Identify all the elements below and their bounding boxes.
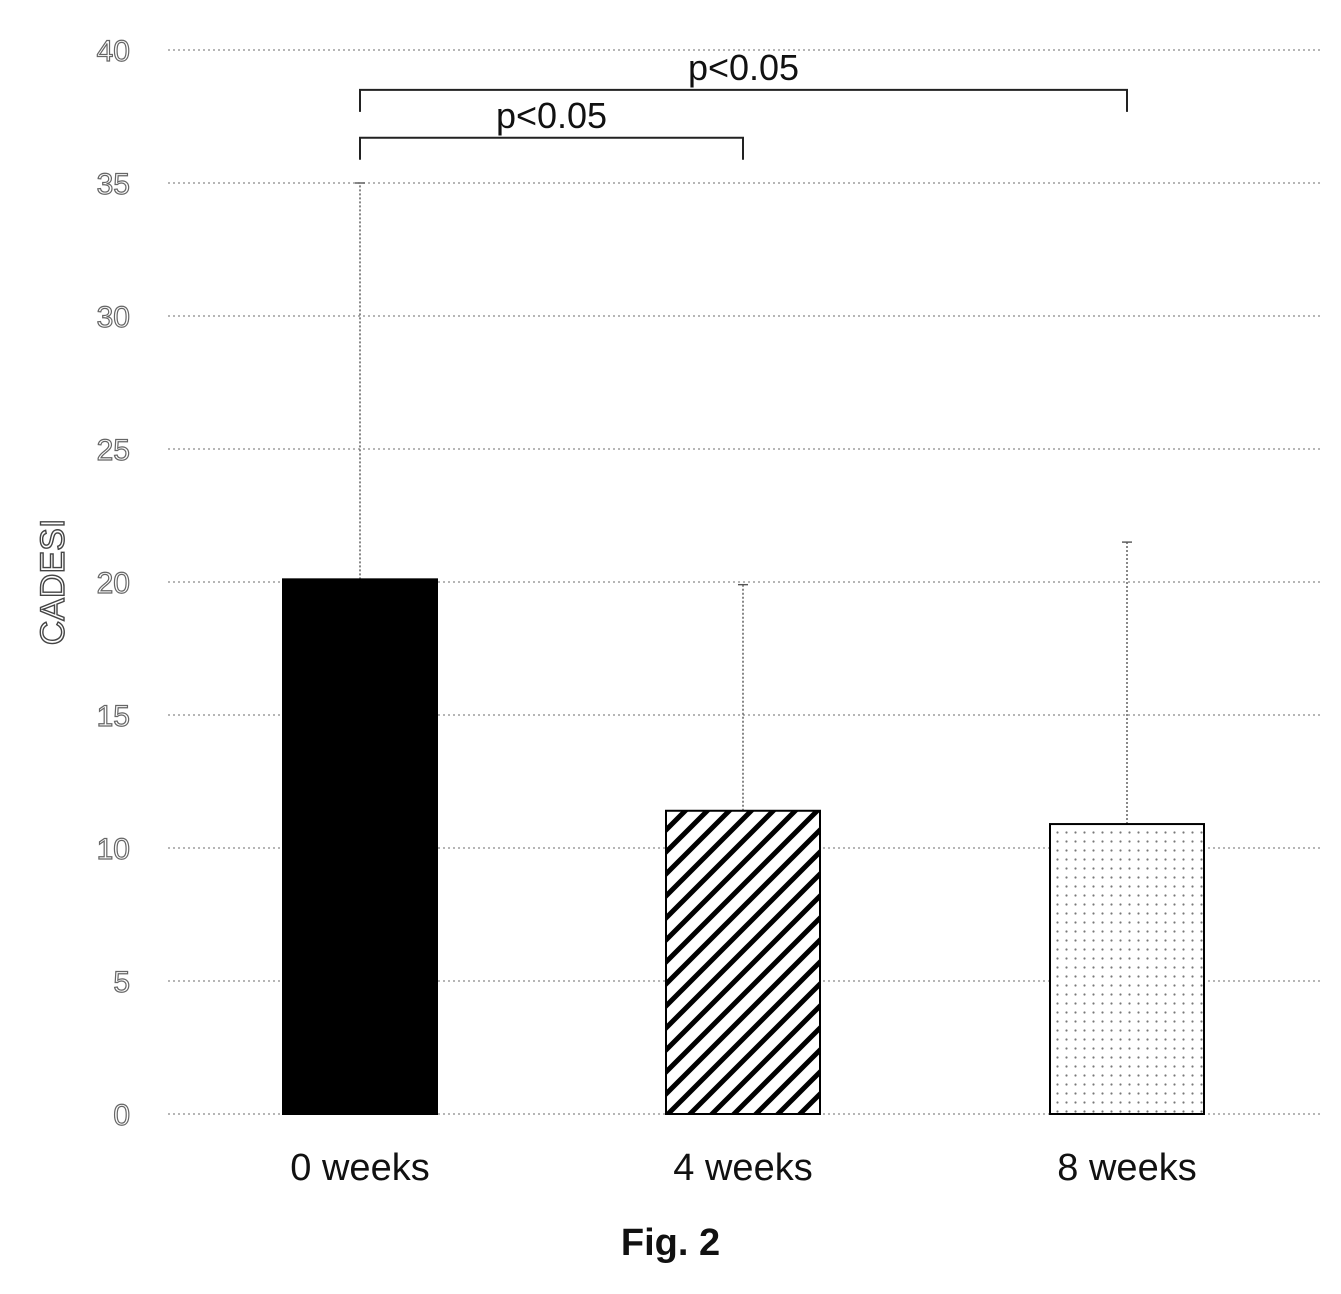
y-tick-label: 30 bbox=[97, 301, 130, 334]
significance-bracket bbox=[359, 88, 1128, 112]
y-tick-label: 0 bbox=[113, 1099, 130, 1132]
y-tick-label: 40 bbox=[97, 35, 130, 68]
bar bbox=[665, 809, 821, 1115]
error-bars bbox=[355, 182, 1132, 825]
y-tick-label: 35 bbox=[97, 168, 130, 201]
x-category-label: 0 weeks bbox=[290, 1147, 429, 1189]
y-tick-label: 15 bbox=[97, 700, 130, 733]
y-tick-label: 5 bbox=[113, 966, 130, 999]
x-category-label: 8 weeks bbox=[1057, 1147, 1196, 1189]
y-tick-label: 20 bbox=[97, 567, 130, 600]
y-axis-label: CADESI bbox=[34, 519, 72, 646]
y-tick-label: 25 bbox=[97, 434, 130, 467]
y-axis-ticks: 0 5 10 15 20 25 30 35 40 bbox=[96, 34, 131, 1132]
x-category-label: 4 weeks bbox=[673, 1147, 812, 1189]
y-tick-label: 10 bbox=[97, 833, 130, 866]
significance-label: p<0.05 bbox=[496, 95, 607, 136]
significance-bracket bbox=[359, 136, 744, 160]
x-axis-categories: 0 weeks 4 weeks 8 weeks bbox=[290, 1147, 1196, 1189]
bar-chart: 0 5 10 15 20 25 30 35 40 CADESI 0 weeks 4 weeks 8 … bbox=[33, 34, 1322, 1189]
significance-brackets: p<0.05 p<0.05 bbox=[359, 47, 1128, 160]
bar bbox=[1049, 823, 1205, 1115]
figure-caption: Fig. 2 bbox=[620, 1222, 721, 1264]
bar bbox=[282, 578, 438, 1115]
bars bbox=[282, 578, 1205, 1115]
significance-label: p<0.05 bbox=[688, 47, 799, 88]
